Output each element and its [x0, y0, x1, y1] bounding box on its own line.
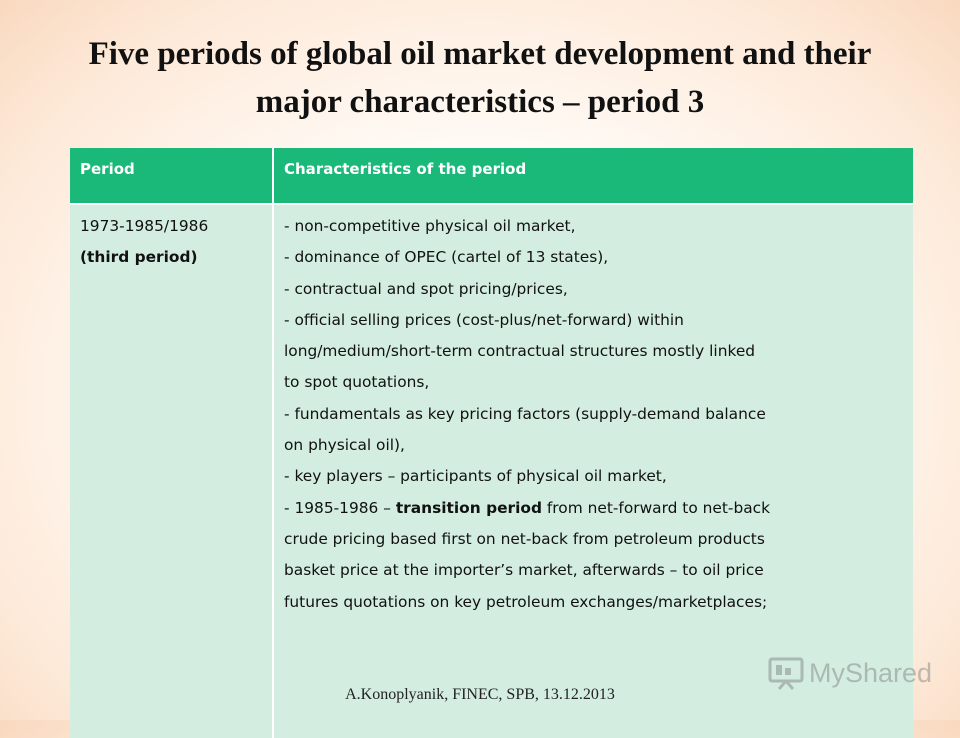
slide-title: Five periods of global oil market develo… [20, 30, 940, 126]
header-characteristics: Characteristics of the period [273, 148, 913, 204]
presentation-board-icon [768, 657, 804, 690]
transition-period-bold: transition period [395, 498, 542, 517]
characteristic-line: - dominance of OPEC (cartel of 13 states… [284, 248, 609, 267]
characteristics-cell: - non-competitive physical oil market, -… [273, 203, 913, 738]
characteristic-line: futures quotations on key petroleum exch… [284, 592, 768, 611]
header-period: Period [70, 148, 274, 204]
characteristic-line: long/medium/short-term contractual struc… [284, 342, 756, 361]
transition-prefix: - 1985-1986 – [284, 498, 396, 517]
table-row: 1973-1985/1986 (third period) - non-comp… [70, 203, 913, 738]
characteristic-line: on physical oil), [284, 436, 405, 455]
watermark-text: MyShared [809, 657, 933, 688]
transition-suffix: from net-forward to net-back [542, 498, 771, 517]
watermark: MyShared [767, 656, 932, 690]
period-years: 1973-1985/1986 [80, 217, 209, 235]
transition-line: - 1985-1986 – transition period from net… [284, 493, 901, 524]
slide-title-line-2: major characteristics – period 3 [255, 84, 705, 120]
characteristic-line: - fundamentals as key pricing factors (s… [284, 404, 766, 423]
characteristic-line: - contractual and spot pricing/prices, [284, 279, 568, 298]
slide-title-line-1: Five periods of global oil market develo… [88, 36, 872, 72]
slide-footer: A.Konoplyanik, FINEC, SPB, 13.12.2013 [345, 686, 615, 703]
characteristic-line: - non-competitive physical oil market, [284, 217, 576, 235]
table-header-row: Period Characteristics of the period [70, 148, 913, 204]
characteristic-line: crude pricing based first on net-back fr… [284, 529, 765, 548]
characteristic-line: to spot quotations, [284, 373, 430, 392]
characteristic-line: - key players – participants of physical… [284, 467, 667, 486]
periods-table: Period Characteristics of the period 197… [70, 148, 913, 738]
period-cell: 1973-1985/1986 (third period) [70, 203, 274, 738]
characteristic-line: - official selling prices (cost-plus/net… [284, 310, 684, 329]
period-label: (third period) [80, 248, 198, 267]
characteristic-line: basket price at the importer’s market, a… [284, 561, 764, 580]
